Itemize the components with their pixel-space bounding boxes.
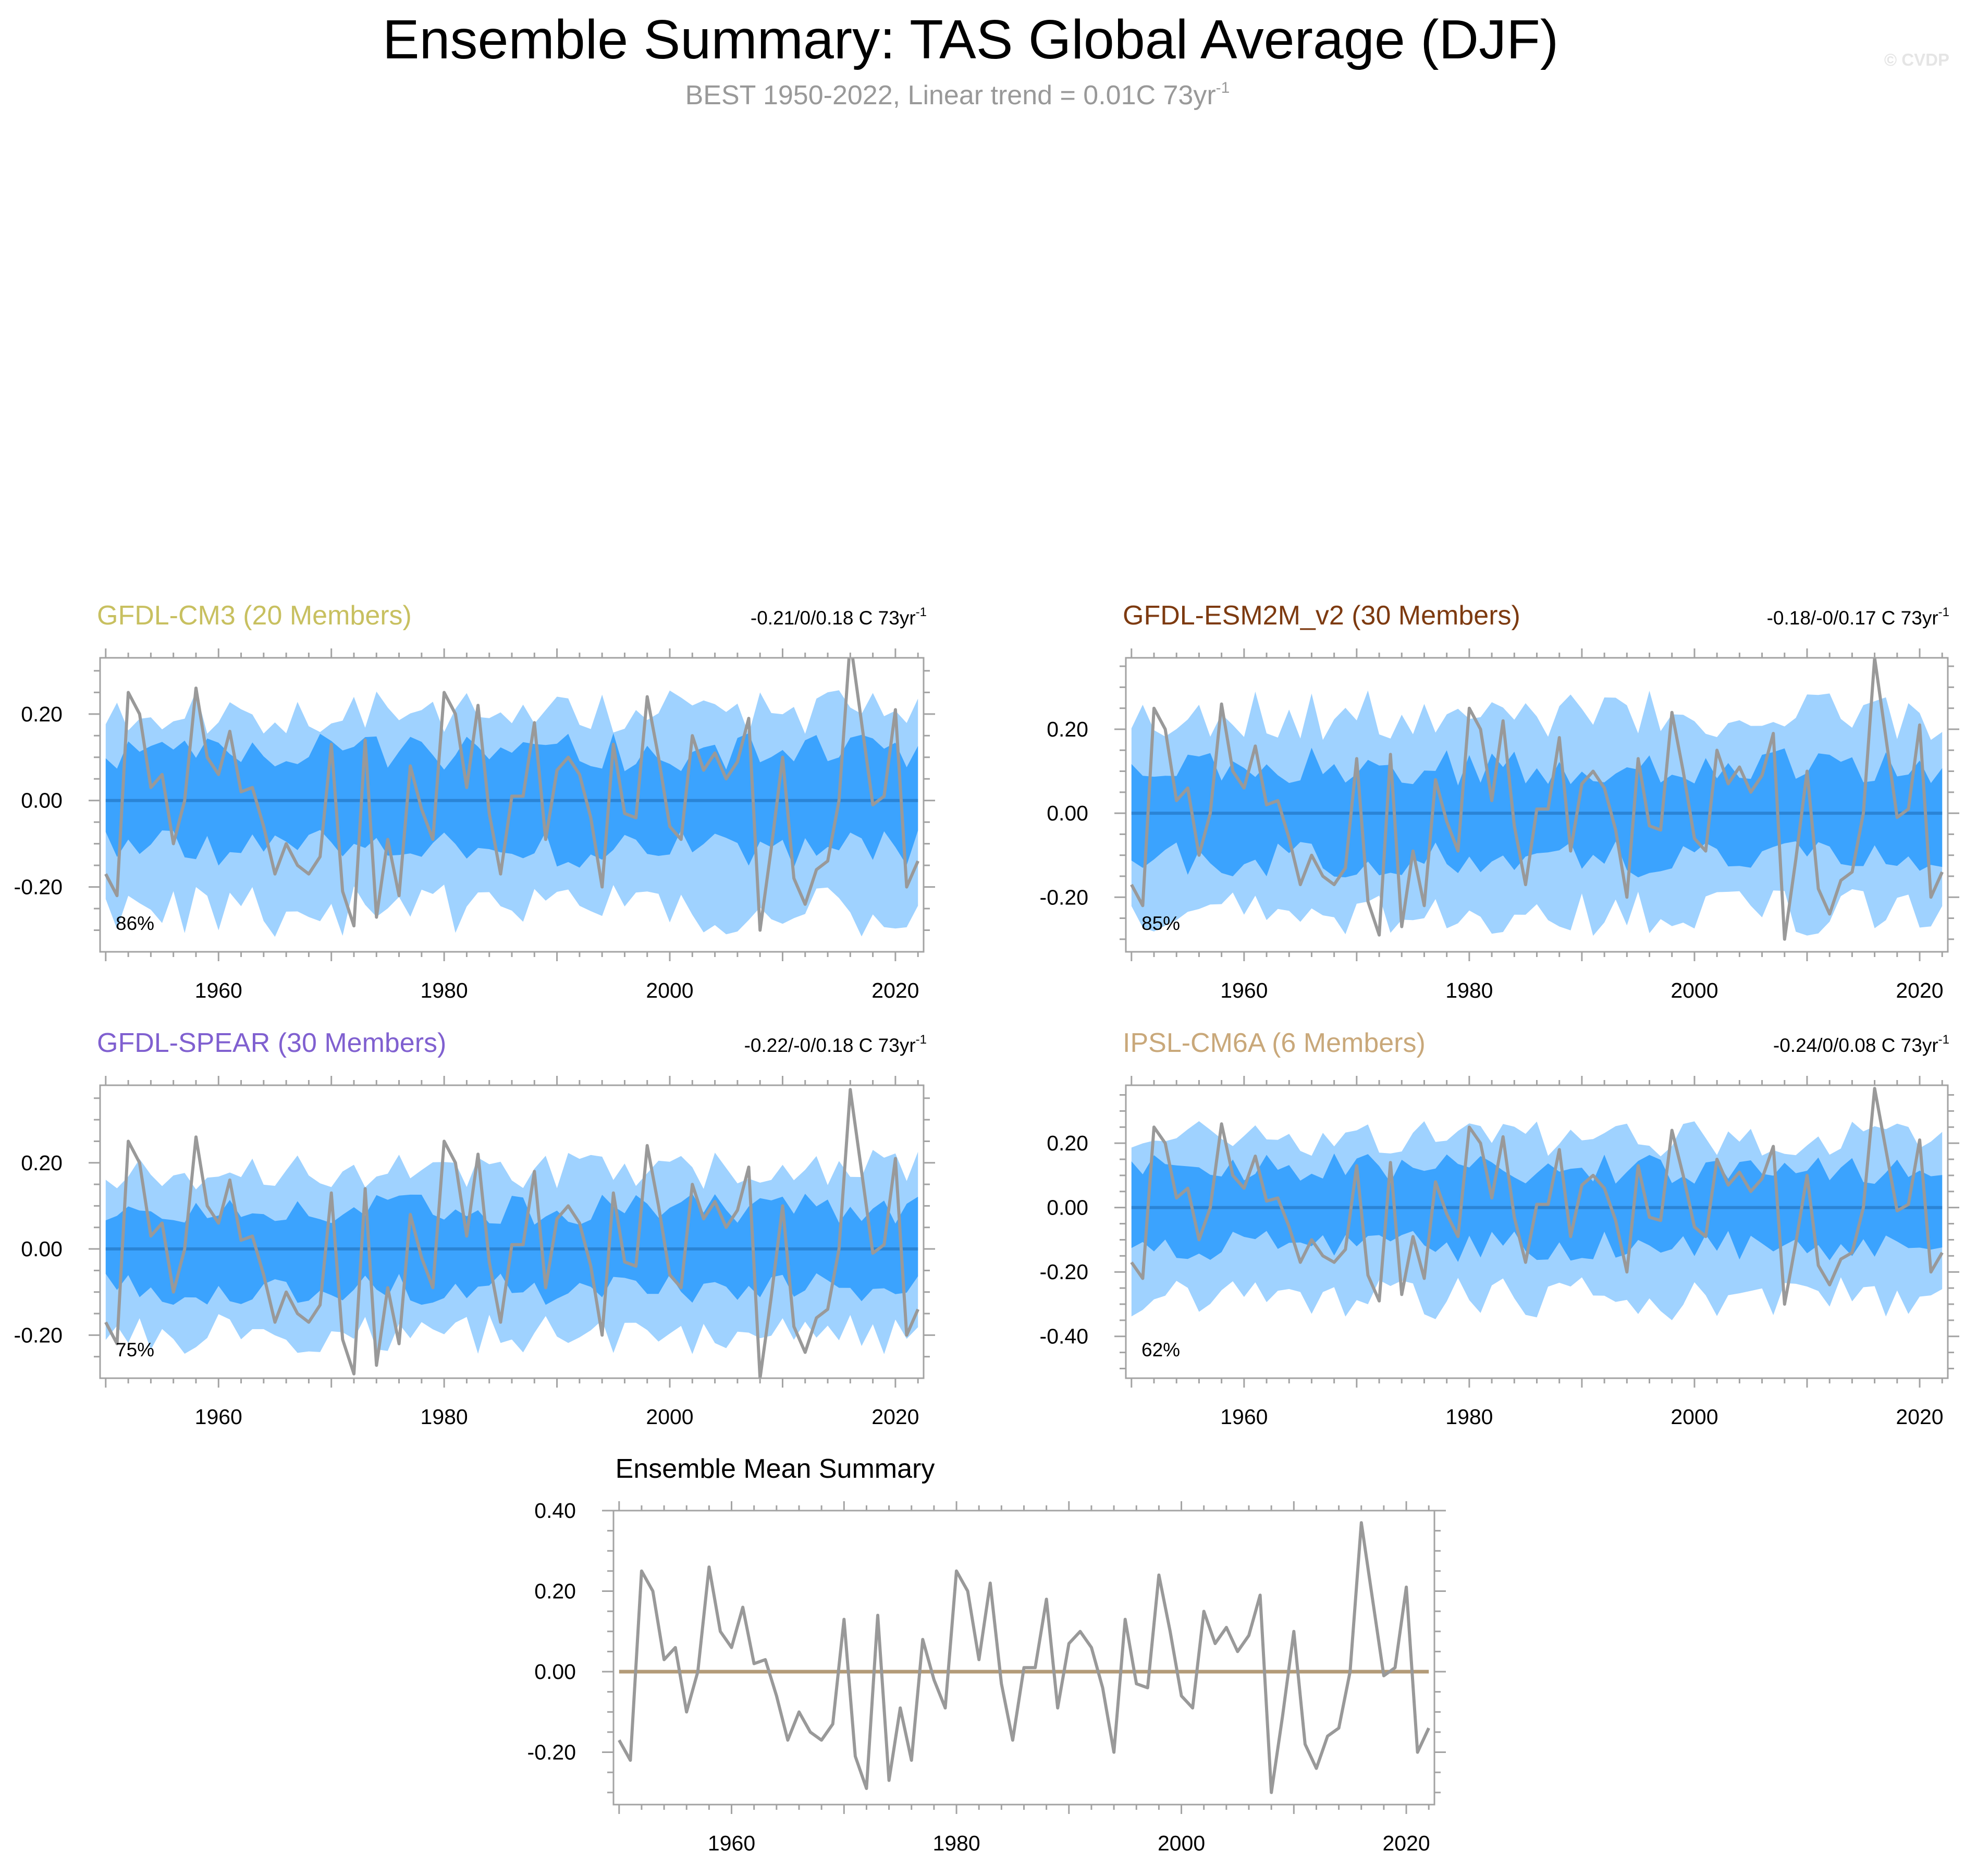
y-tick-label: -0.20 [14, 875, 63, 899]
x-tick-label: 2000 [646, 1405, 693, 1429]
trend-superscript: -1 [1938, 605, 1949, 619]
observations-line [618, 1521, 1430, 1794]
y-tick-label: 0.00 [21, 789, 63, 813]
figure-title: Ensemble Summary: TAS Global Average (DJ… [383, 9, 1558, 70]
panel-title: Ensemble Mean Summary [616, 1454, 935, 1484]
y-tick-label: -0.20 [14, 1323, 63, 1347]
plot-area [104, 1088, 919, 1378]
x-tick-label: 1980 [932, 1831, 980, 1855]
panel-4: 1960 1980 2000 2020 -0.40 -0.20 0.00 0.20 IPSL-C… [1040, 1028, 1959, 1429]
trend-text: -0.21/0/0.18 C 73yr [751, 607, 916, 629]
observations-line [104, 658, 919, 932]
trend-label: -0.18/-0/0.17 C 73yr-1 [1767, 605, 1949, 629]
trend-text: -0.24/0/0.08 C 73yr [1773, 1035, 1938, 1056]
subtitle-superscript: -1 [1216, 79, 1230, 96]
y-tick-label: 0.20 [1047, 1131, 1088, 1155]
x-tick-label: 1960 [195, 978, 242, 1002]
x-tick-label: 1980 [1445, 1405, 1493, 1429]
y-tick-label: 0.20 [1047, 717, 1088, 741]
trend-superscript: -1 [1938, 1033, 1949, 1047]
observations-line [1130, 658, 1944, 941]
trend-text: -0.22/-0/0.18 C 73yr [744, 1035, 916, 1056]
subtitle-text: BEST 1950-2022, Linear trend = 0.01C 73y… [685, 80, 1216, 111]
y-tick-label: -0.20 [527, 1740, 576, 1764]
trend-superscript: -1 [916, 1033, 927, 1047]
y-tick-label: 0.20 [21, 1151, 63, 1175]
x-tick-label: 1960 [195, 1405, 242, 1429]
x-tick-label: 2020 [1896, 1405, 1943, 1429]
figure-subtitle: BEST 1950-2022, Linear trend = 0.01C 73y… [685, 79, 1230, 111]
panel-2: 1960 1980 2000 2020 -0.20 0.00 0.20 GFDL-ESM2M_… [1040, 600, 1959, 1002]
percent-label: 75% [116, 1339, 154, 1360]
y-tick-label: 0.00 [1047, 1196, 1088, 1220]
y-tick-label: 0.00 [21, 1237, 63, 1261]
panel-3: 1960 1980 2000 2020 -0.20 0.00 0.20 GFDL-SPEAR … [14, 1028, 935, 1429]
x-tick-label: 1960 [708, 1831, 755, 1855]
trend-label: -0.21/0/0.18 C 73yr-1 [751, 605, 927, 629]
x-tick-label: 2020 [871, 978, 919, 1002]
y-tick-label: 0.00 [1047, 801, 1088, 825]
x-tick-label: 2000 [1671, 1405, 1718, 1429]
percent-label: 62% [1141, 1339, 1180, 1360]
x-tick-label: 1960 [1220, 1405, 1268, 1429]
y-tick-label: -0.40 [1040, 1325, 1088, 1348]
panel-title: GFDL-CM3 (20 Members) [97, 600, 412, 631]
cvdp-watermark: © CVDP [1884, 50, 1949, 69]
y-tick-label: 0.20 [21, 702, 63, 726]
observations-line [104, 1088, 919, 1378]
panel-title: GFDL-SPEAR (30 Members) [97, 1028, 446, 1058]
x-tick-label: 2000 [646, 978, 693, 1002]
y-tick-label: -0.20 [1040, 1260, 1088, 1284]
x-tick-label: 2020 [1382, 1831, 1430, 1855]
plot-area [618, 1521, 1430, 1794]
x-tick-label: 2020 [1896, 978, 1943, 1002]
y-tick-label: 0.40 [534, 1499, 576, 1523]
x-tick-label: 1980 [1445, 978, 1493, 1002]
x-tick-label: 2000 [1158, 1831, 1205, 1855]
plot-area [1130, 1087, 1944, 1320]
panels: 1960 1980 2000 2020 -0.20 0.00 0.20 GFDL-CM3 (2… [14, 600, 1959, 1855]
panel-title: GFDL-ESM2M_v2 (30 Members) [1123, 600, 1520, 631]
trend-label: -0.22/-0/0.18 C 73yr-1 [744, 1033, 927, 1056]
y-tick-label: 0.20 [534, 1579, 576, 1603]
plot-area [1130, 658, 1944, 941]
observations-line [1130, 1087, 1944, 1306]
plot-area [104, 658, 919, 937]
y-tick-label: 0.00 [534, 1660, 576, 1684]
x-tick-label: 1980 [421, 1405, 468, 1429]
x-tick-label: 1960 [1220, 978, 1268, 1002]
trend-superscript: -1 [916, 605, 927, 619]
panel-5: 1960 1980 2000 2020 -0.20 0.00 0.20 0.40 Ensembl… [527, 1454, 1446, 1855]
panel-1: 1960 1980 2000 2020 -0.20 0.00 0.20 GFDL-CM3 (2… [14, 600, 935, 1002]
x-tick-label: 2020 [871, 1405, 919, 1429]
percent-label: 86% [116, 913, 154, 934]
trend-text: -0.18/-0/0.17 C 73yr [1767, 607, 1938, 629]
trend-label: -0.24/0/0.08 C 73yr-1 [1773, 1033, 1949, 1056]
x-tick-label: 2000 [1671, 978, 1718, 1002]
panel-title: IPSL-CM6A (6 Members) [1123, 1028, 1426, 1058]
x-tick-label: 1980 [421, 978, 468, 1002]
percent-label: 85% [1141, 913, 1180, 934]
y-tick-label: -0.20 [1040, 885, 1088, 909]
